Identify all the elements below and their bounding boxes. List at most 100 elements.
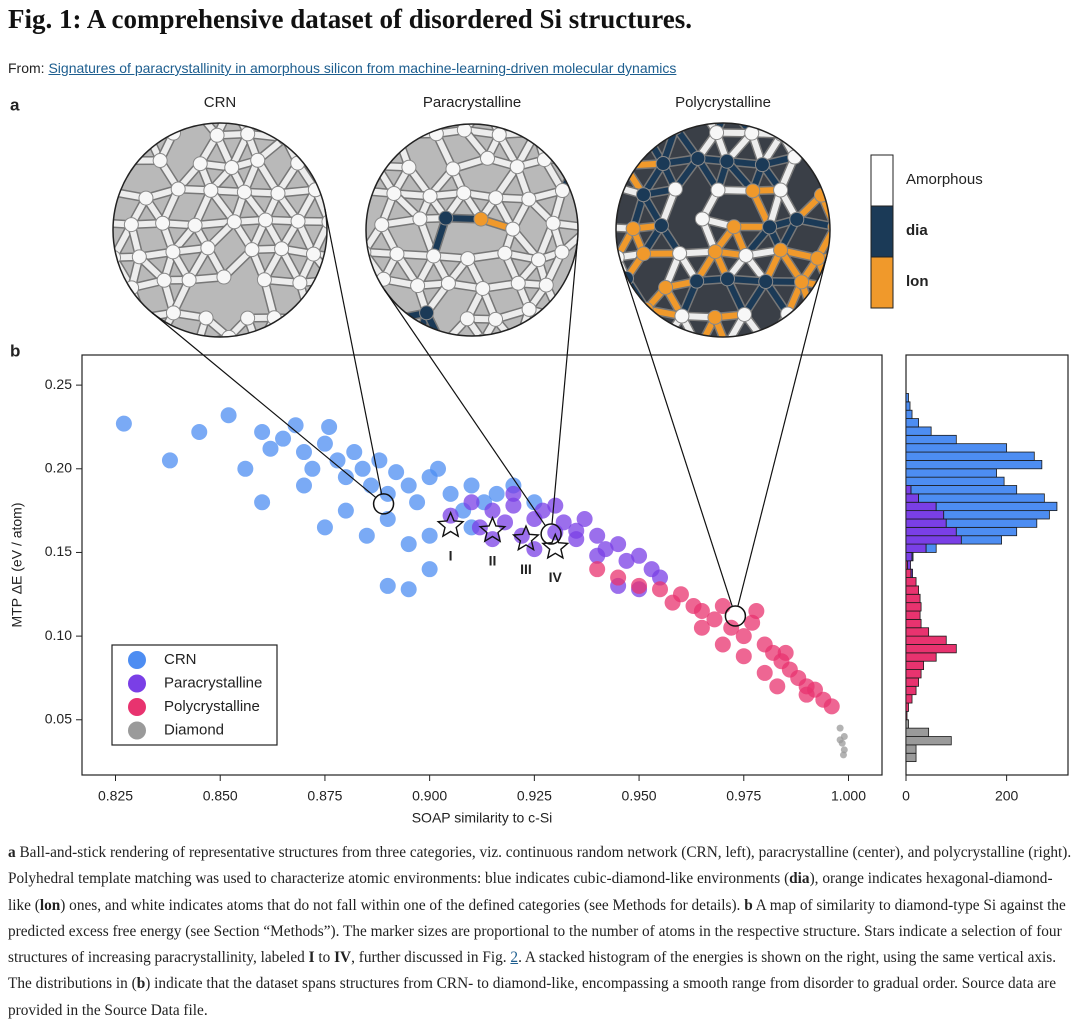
bond <box>381 345 417 347</box>
atom <box>692 341 706 355</box>
atom <box>707 244 723 260</box>
bond <box>113 219 117 261</box>
figure-link[interactable]: 2 <box>510 949 519 967</box>
atom <box>170 181 186 197</box>
data-point <box>430 460 447 477</box>
atom <box>426 248 442 264</box>
atom <box>787 149 803 165</box>
bond <box>331 108 351 138</box>
bond-shadow <box>630 123 650 138</box>
bond-shadow <box>589 257 604 288</box>
bond-shadow <box>351 107 386 108</box>
structure-render <box>78 100 356 346</box>
bond <box>113 254 117 291</box>
bond-shadow <box>113 253 119 293</box>
article-link[interactable]: Signatures of paracrystallinity in amorp… <box>48 60 677 76</box>
atom <box>530 252 546 268</box>
data-point <box>304 460 321 477</box>
atom <box>553 310 569 326</box>
data-point <box>631 577 648 594</box>
caption-text: ) ones, and white indicates atoms that d… <box>60 896 745 914</box>
x-tick-label: 0.825 <box>98 788 133 804</box>
atom <box>378 100 392 114</box>
bond <box>778 131 824 142</box>
histogram-bar <box>905 434 957 445</box>
data-point <box>513 527 530 544</box>
atom <box>440 275 456 291</box>
bond <box>616 162 628 191</box>
bond <box>78 108 87 128</box>
bond-shadow <box>366 314 386 336</box>
data-point <box>287 417 304 434</box>
bond-shadow <box>616 124 618 139</box>
caption-text: . A stacked histogram of the energies is… <box>8 949 1057 993</box>
bond-shadow <box>616 303 632 337</box>
atom <box>491 127 507 143</box>
atom <box>619 335 635 337</box>
atom <box>591 277 605 291</box>
bond-shadow <box>835 227 849 254</box>
bond <box>97 161 108 191</box>
bond-shadow <box>113 123 117 138</box>
bond-shadow <box>342 167 358 191</box>
bond-shadow <box>366 214 369 257</box>
atom <box>810 250 826 266</box>
atom <box>832 100 846 114</box>
atom <box>456 124 472 138</box>
data-point <box>735 628 752 645</box>
histogram-bar <box>907 560 911 570</box>
panel-label: a <box>10 95 20 114</box>
bond-shadow <box>556 124 578 137</box>
histogram-bar <box>905 493 919 503</box>
bond <box>281 128 316 141</box>
data-point <box>488 485 505 502</box>
bond-shadow <box>809 314 830 337</box>
bond <box>393 124 414 138</box>
bond-shadow <box>531 124 558 137</box>
legend-swatch <box>870 205 894 258</box>
atom <box>540 342 554 356</box>
atom <box>616 126 621 142</box>
bond-shadow <box>783 309 800 337</box>
data-point <box>714 597 731 614</box>
data-point <box>576 510 593 527</box>
legend-swatch <box>870 154 894 207</box>
atom <box>625 221 641 237</box>
bond-shadow <box>159 123 178 138</box>
bond <box>301 100 330 106</box>
star-label: I <box>449 547 453 563</box>
bond <box>309 123 327 135</box>
atom <box>389 246 405 262</box>
data-point <box>748 603 765 620</box>
x-tick-label: 0 <box>902 788 910 804</box>
data-point <box>379 577 396 594</box>
atom <box>342 308 356 322</box>
atom <box>165 244 181 260</box>
bond-shadow <box>838 311 846 345</box>
data-point <box>836 736 844 744</box>
data-point <box>358 527 375 544</box>
caption-bold: a <box>8 844 16 861</box>
bond <box>342 136 359 167</box>
bond <box>366 132 380 169</box>
histogram-bar <box>905 401 911 411</box>
bond-shadow <box>113 335 129 337</box>
bond <box>811 284 830 322</box>
atom <box>497 245 513 261</box>
bond <box>342 167 358 191</box>
data-point <box>379 510 396 527</box>
caption-text: , further discussed in Fig. <box>351 949 511 967</box>
atom <box>672 245 688 261</box>
bond <box>113 336 127 337</box>
bond-shadow <box>124 344 156 346</box>
bond <box>331 138 343 166</box>
bond <box>778 123 798 138</box>
caption-text: ), orange indicates hexagonal-diamond-li… <box>8 870 1053 914</box>
bond-shadow <box>809 282 830 324</box>
atom <box>91 281 105 295</box>
bond <box>330 190 358 199</box>
atom <box>240 310 256 326</box>
bond <box>120 314 146 337</box>
bond-shadow <box>137 313 161 337</box>
data-point <box>400 581 417 598</box>
